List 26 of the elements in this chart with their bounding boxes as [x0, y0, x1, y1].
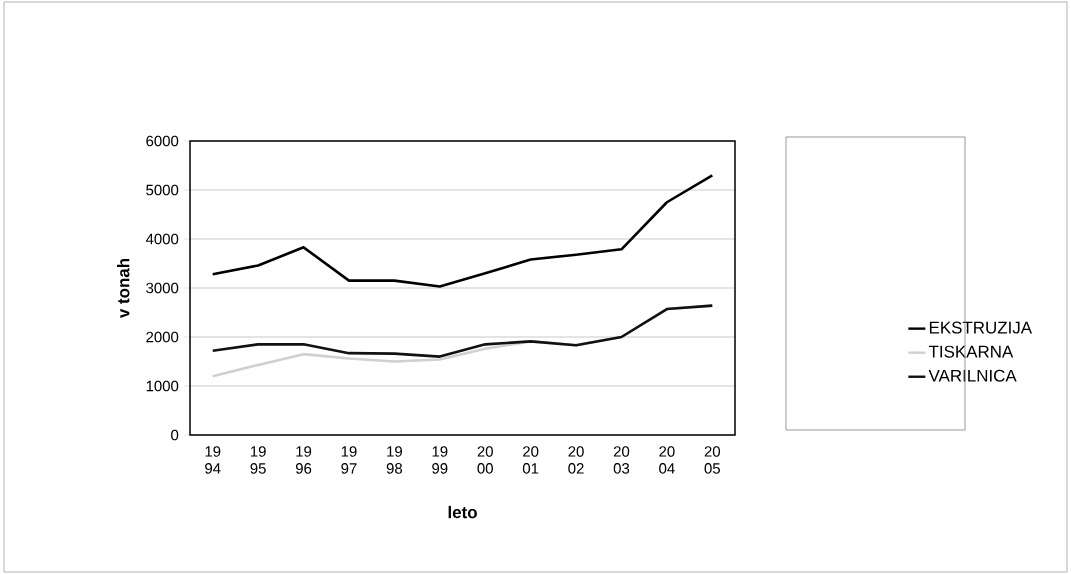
x-tick-label: 19 96	[295, 446, 312, 474]
x-tick-label: 20 03	[613, 446, 630, 474]
y-tick-label: 1000	[146, 380, 179, 392]
y-axis-title: v tonah	[116, 258, 130, 319]
x-tick-label: 19 99	[432, 446, 448, 474]
y-tick-label: 2000	[146, 331, 179, 343]
line-series	[211, 304, 714, 358]
legend-label: VARILNICA	[928, 369, 1017, 382]
y-tick-label: 4000	[145, 233, 179, 245]
x-tick-label: 20 02	[568, 446, 584, 474]
x-tick-label: 20 00	[477, 446, 493, 474]
line-series	[211, 174, 714, 288]
x-tick-label: 19 97	[341, 446, 357, 474]
x-tick-label: 20 05	[704, 446, 721, 474]
x-tick-label: 19 94	[205, 446, 221, 474]
y-tick-label: 6000	[146, 135, 179, 147]
legend-label: TISKARNA	[928, 345, 1014, 358]
y-tick-label: 3000	[146, 282, 179, 294]
x-tick-label: 20 01	[522, 446, 539, 474]
x-tick-label: 19 98	[386, 446, 403, 474]
y-tick-label: 0	[171, 429, 179, 441]
y-tick-label: 5000	[146, 184, 179, 196]
x-tick-label: 20 04	[659, 446, 675, 474]
x-axis-title: leto	[448, 505, 477, 519]
x-tick-label: 19 95	[250, 446, 266, 474]
legend-label: EKSTRUZIJA	[929, 321, 1033, 334]
